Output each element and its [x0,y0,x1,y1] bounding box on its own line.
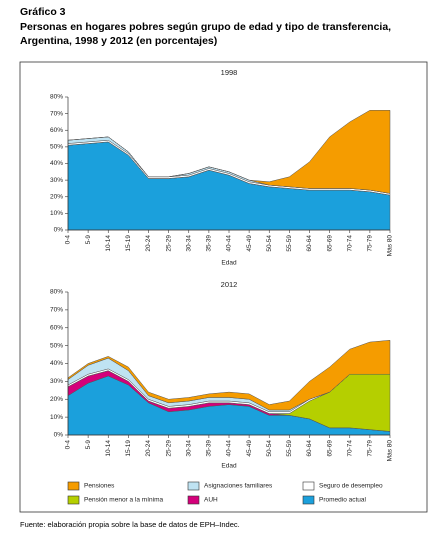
x-tick-label: 0-4 [65,235,72,245]
legend-label: Pensión menor a la mínima [84,497,164,504]
legend-swatch [187,481,200,491]
y-tick-label: 30% [50,177,63,184]
x-tick-label: 75-79 [367,440,374,457]
x-tick-label: 35-39 [206,440,213,457]
x-tick-label: 45-49 [246,235,253,252]
chart: 1998 0% 10% 20% 30% 40% 50% 60% 70% 80% 0-4 5-9 10-1… [19,61,428,513]
x-tick-label: Más 80 [387,440,394,462]
x-tick-label: 10-14 [105,440,112,457]
x-tick-label: 15-19 [125,235,132,252]
x-tick-label: 30-34 [185,235,192,252]
legend-swatch [302,495,315,505]
figure-label: Gráfico 3 [20,6,66,18]
y-tick-label: 60% [50,324,63,331]
x-tick-label: Más 80 [387,235,394,257]
x-axis-label: Edad [221,260,237,267]
legend-swatch [67,495,80,505]
legend-label: AUH [204,497,218,504]
y-tick-label: 0% [54,227,64,234]
frame [19,61,428,513]
area [67,110,391,194]
legend-label: Promedio actual [319,497,367,504]
y-tick-label: 50% [50,144,63,151]
x-axis-label: Edad [221,463,237,470]
x-tick-label: 75-79 [367,235,374,252]
x-tick-label: 0-4 [65,440,72,450]
y-tick-label: 50% [50,342,63,349]
x-tick-label: 35-39 [206,235,213,252]
y-tick-label: 30% [50,378,63,385]
x-tick-label: 10-14 [105,235,112,252]
x-tick-label: 25-29 [165,440,172,457]
legend-swatch [67,481,80,491]
legend-swatch [302,481,315,491]
x-tick-label: 20-24 [145,440,152,457]
y-tick-label: 10% [50,210,63,217]
area [67,339,391,411]
y-tick-label: 70% [50,110,63,117]
y-tick-label: 80% [50,289,63,296]
x-tick-label: 60-64 [306,235,313,252]
x-tick-label: 50-54 [266,440,273,457]
y-tick-label: 80% [50,94,63,101]
x-tick-label: 65-69 [326,440,333,457]
x-tick-label: 40-44 [226,235,233,252]
legend-label: Pensiones [84,483,115,490]
x-tick-label: 40-44 [226,440,233,457]
legend-label: Asignaciones familiares [204,483,273,490]
source-note: Fuente: elaboración propia sobre la base… [20,520,240,529]
y-tick-label: 40% [50,160,63,167]
x-tick-label: 55-59 [286,235,293,252]
x-tick-label: 20-24 [145,235,152,252]
y-tick-label: 0% [54,432,64,439]
x-tick-label: 60-64 [306,440,313,457]
y-tick-label: 40% [50,360,63,367]
y-tick-label: 10% [50,414,63,421]
y-tick-label: 20% [50,193,63,200]
legend-label: Seguro de desempleo [319,483,383,490]
x-tick-label: 30-34 [185,440,192,457]
chart-title: 1998 [221,68,238,77]
x-tick-label: 5-9 [85,235,92,245]
legend-swatch [187,495,200,505]
y-tick-label: 20% [50,396,63,403]
x-tick-label: 55-59 [286,440,293,457]
x-tick-label: 70-74 [346,440,353,457]
x-tick-label: 5-9 [85,440,92,450]
y-tick-label: 70% [50,307,63,314]
x-tick-label: 25-29 [165,235,172,252]
x-tick-label: 50-54 [266,235,273,252]
chart-title: 2012 [221,280,238,289]
x-tick-label: 65-69 [326,235,333,252]
x-tick-label: 45-49 [246,440,253,457]
x-tick-label: 70-74 [346,235,353,252]
x-tick-label: 15-19 [125,440,132,457]
y-tick-label: 60% [50,127,63,134]
figure-title: Personas en hogares pobres según grupo d… [20,21,392,47]
